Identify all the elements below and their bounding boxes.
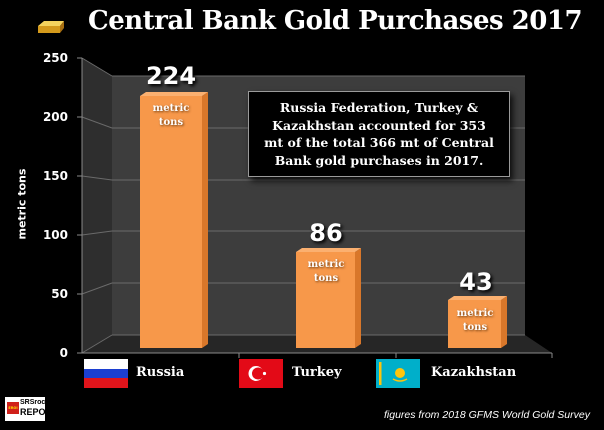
bar-kazakhstan <box>448 296 507 348</box>
y-axis-label: metric tons <box>15 168 29 240</box>
value-label-turkey: 86 <box>309 219 343 247</box>
x-label-turkey: Turkey <box>292 365 342 380</box>
bar-russia <box>140 92 208 348</box>
annotation-line: Russia Federation, Turkey & <box>279 100 479 115</box>
turkey-flag-icon <box>239 359 283 388</box>
kazakhstan-flag-icon <box>376 359 420 388</box>
unit-line-tons: tons <box>462 322 488 333</box>
annotation-line: Bank gold purchases in 2017. <box>274 152 484 168</box>
y-tick-200: 200 <box>42 110 68 124</box>
unit-label-turkey: metric tons <box>296 258 356 286</box>
unit-line-tons: tons <box>313 273 339 284</box>
unit-label-russia: metric tons <box>141 102 201 130</box>
y-tick-0: 0 <box>59 346 68 360</box>
russia-flag-icon <box>84 359 128 388</box>
srsrocco-report-logo: EROI SRSrocco REPORT <box>5 397 58 421</box>
source-note: figures from 2018 GFMS World Gold Survey <box>384 409 590 421</box>
unit-line-tons: tons <box>158 117 184 128</box>
annotation-line: mt of the total 366 mt of Central <box>264 135 494 150</box>
y-tick-100: 100 <box>42 228 68 242</box>
y-tick-150: 150 <box>42 169 68 183</box>
chart-side-wall <box>82 58 112 353</box>
unit-line-metric: metric <box>307 259 345 270</box>
value-label-kazakhstan: 43 <box>459 268 493 296</box>
annotation-box: Russia Federation, Turkey & Kazakhstan a… <box>248 91 510 177</box>
bar-turkey <box>296 248 361 348</box>
logo-line2: REPORT <box>20 407 58 417</box>
annotation-line: Kazakhstan accounted for 353 <box>272 117 486 133</box>
chart-title: Central Bank Gold Purchases 2017 <box>88 6 583 36</box>
x-label-russia: Russia <box>136 365 185 380</box>
unit-line-metric: metric <box>456 308 494 319</box>
logo-line1: SRSrocco <box>20 399 54 406</box>
value-label-russia: 224 <box>145 62 197 90</box>
gold-bar-icon <box>38 21 64 33</box>
eroi-badge: EROI <box>7 402 19 414</box>
unit-line-metric: metric <box>152 103 190 114</box>
y-tick-50: 50 <box>51 287 68 301</box>
x-label-kazakhstan: Kazakhstan <box>431 365 517 380</box>
unit-label-kazakhstan: metric tons <box>445 307 505 335</box>
y-tick-250: 250 <box>42 51 68 65</box>
